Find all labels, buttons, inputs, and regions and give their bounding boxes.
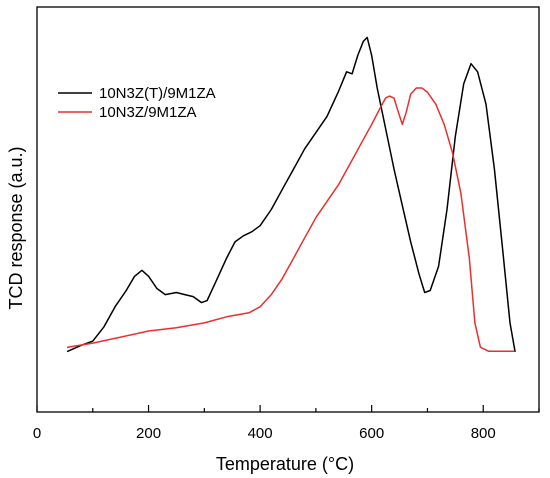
legend-label-1: 10N3Z(T)/9M1ZA [99, 85, 216, 102]
series-layer [66, 36, 516, 353]
x-axis-ticks: 0 200 400 600 800 [33, 405, 540, 442]
series-line-1 [66, 36, 516, 353]
x-tick-label: 200 [136, 425, 161, 442]
x-tick-label: 0 [33, 425, 41, 442]
plot-frame [36, 6, 540, 413]
x-axis-title: Temperature (°C) [216, 454, 354, 474]
x-tick-label: 800 [471, 425, 496, 442]
legend: 10N3Z(T)/9M1ZA 10N3Z/9M1ZA [58, 85, 216, 121]
plot-border [36, 6, 540, 413]
legend-label-2: 10N3Z/9M1ZA [99, 104, 197, 121]
y-axis-title: TCD response (a.u.) [6, 146, 26, 309]
x-tick-label: 600 [359, 425, 384, 442]
x-tick-label: 400 [248, 425, 273, 442]
series-line-2 [66, 87, 515, 353]
